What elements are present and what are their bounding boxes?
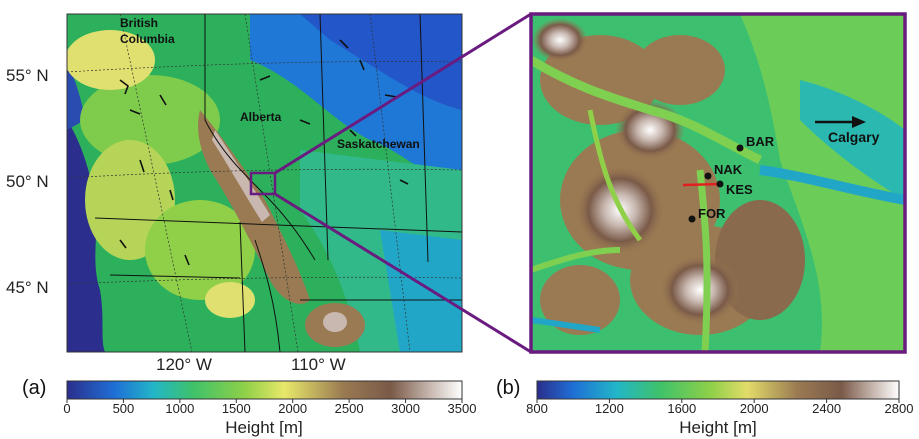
- lon-label-120: 120° W: [156, 355, 212, 374]
- panel-label-a: (a): [22, 377, 47, 399]
- lon-label-110: 110° W: [291, 355, 346, 374]
- calgary-label: Calgary: [828, 129, 880, 145]
- connector-line-bottom: [274, 192, 532, 354]
- colorbar-b-tick-label: 800: [526, 401, 548, 416]
- zoom-frame: [529, 12, 907, 354]
- colorbar-a-tick-label: 3500: [447, 401, 477, 416]
- station-label-for: FOR: [698, 206, 726, 221]
- panel-label-b: (b): [496, 377, 521, 399]
- colorbar-a-tick-label: 500: [112, 401, 135, 416]
- colorbar-a: [66, 380, 463, 400]
- colorbar-b-title: Height [m]: [679, 418, 757, 437]
- connector-line-top: [274, 12, 532, 175]
- station-for-marker: [688, 215, 696, 223]
- station-nak-marker: [704, 172, 712, 180]
- colorbar-b: [536, 380, 900, 400]
- lat-label-45: 45° N: [6, 278, 49, 297]
- colorbar-b-tick-label: 2400: [812, 401, 842, 416]
- colorbar-a-tick-label: 0: [63, 401, 71, 416]
- lat-label-50: 50° N: [6, 172, 49, 191]
- colorbar-b-tick-label: 1600: [667, 401, 697, 416]
- colorbar-a-tick-label: 1000: [165, 401, 195, 416]
- region-label-saskatchewan: Saskatchewan: [337, 137, 420, 151]
- lat-label-55: 55° N: [6, 66, 49, 85]
- station-label-nak: NAK: [714, 162, 743, 177]
- region-label-alberta: Alberta: [240, 110, 282, 124]
- colorbar-a-title: Height [m]: [225, 418, 303, 437]
- transect-line: [682, 182, 723, 187]
- calgary-arrow-icon: [852, 116, 866, 128]
- station-bar-marker: [736, 144, 744, 152]
- colorbar-a-tick-label: 2000: [278, 401, 308, 416]
- region-label-columbia: Columbia: [120, 32, 175, 46]
- colorbar-a-tick-label: 3000: [391, 401, 421, 416]
- colorbar-b-tick-label: 2000: [739, 401, 769, 416]
- colorbar-b-tick-label: 1200: [594, 401, 624, 416]
- panel-a-map: [67, 14, 462, 352]
- panel-b-map: [531, 14, 905, 352]
- colorbar-a-tick-label: 1500: [221, 401, 251, 416]
- station-label-kes: KES: [726, 182, 753, 197]
- colorbar-a-tick-label: 2500: [334, 401, 364, 416]
- station-label-bar: BAR: [746, 134, 775, 149]
- region-label-british: British: [120, 16, 159, 30]
- colorbar-b-tick-label: 2800: [884, 401, 914, 416]
- study-area-box: [249, 171, 277, 196]
- station-kes-marker: [716, 180, 724, 188]
